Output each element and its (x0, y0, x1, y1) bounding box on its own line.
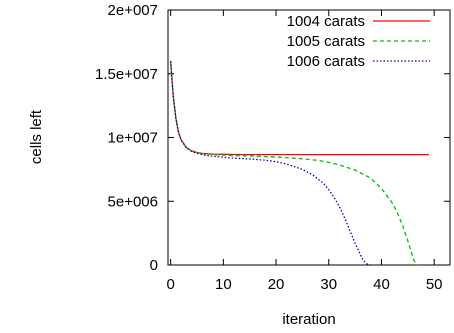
x-tick-label: 0 (166, 276, 174, 293)
y-tick-label: 1.5e+007 (95, 66, 158, 83)
series-line (169, 60, 429, 156)
series-line (169, 60, 419, 266)
y-tick-label: 0 (150, 257, 158, 274)
series-line (169, 60, 371, 266)
legend-label: 1004 carats (287, 13, 365, 30)
axis-ticks: 0 10 20 30 40 50 0 5e+006 1e+007 1.5e+007 2e+007 (95, 2, 450, 293)
legend-label: 1005 carats (287, 33, 365, 50)
legend-label: 1006 carats (287, 53, 365, 70)
legend: 1004 carats 1005 carats 1006 carats (287, 13, 430, 70)
x-tick-label: 40 (373, 276, 390, 293)
x-tick-label: 20 (268, 276, 285, 293)
y-axis-label: cells left (28, 109, 45, 164)
x-tick-label: 10 (215, 276, 232, 293)
y-tick-label: 5e+006 (108, 193, 158, 210)
x-tick-label: 50 (426, 276, 443, 293)
x-axis-label: iteration (282, 311, 335, 328)
y-tick-label: 1e+007 (108, 130, 158, 147)
y-tick-label: 2e+007 (108, 2, 158, 19)
series-group (169, 60, 429, 266)
x-tick-label: 30 (320, 276, 337, 293)
